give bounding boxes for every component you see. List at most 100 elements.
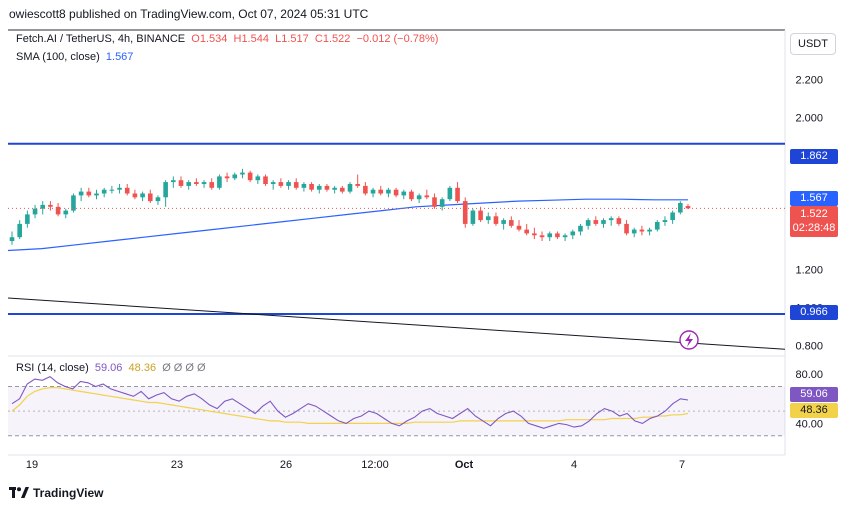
- candle-body: [178, 180, 184, 186]
- candle-body: [255, 176, 261, 181]
- candle: [601, 218, 606, 228]
- candle: [209, 178, 215, 190]
- candle-body: [485, 216, 491, 221]
- candle-body: [132, 193, 138, 198]
- candle-body: [455, 187, 460, 202]
- candle: [670, 210, 675, 224]
- trendline: [7, 297, 786, 350]
- candle: [485, 212, 491, 224]
- rsi-band-fill: [8, 386, 785, 436]
- candle-body: [685, 206, 691, 209]
- candle: [608, 216, 614, 226]
- candle-body: [432, 197, 437, 207]
- candle: [48, 201, 53, 211]
- candle: [455, 182, 460, 203]
- candle: [578, 223, 583, 236]
- low-value: L1.517: [275, 33, 309, 45]
- candle-body: [124, 187, 130, 194]
- candle-body: [678, 203, 683, 213]
- sma-legend-value: 1.567: [105, 51, 134, 63]
- level-low-badge: 0.966: [790, 305, 838, 320]
- candle: [662, 216, 668, 226]
- candle: [562, 233, 568, 241]
- candle-body: [9, 237, 15, 241]
- candle: [171, 176, 176, 188]
- tradingview-logo-icon: [9, 487, 29, 498]
- time-tick-label: 12:00: [361, 459, 389, 471]
- candle-body: [509, 220, 514, 226]
- candle-body: [670, 212, 675, 221]
- publish-line: owiescott8 published on TradingView.com,…: [9, 7, 369, 21]
- candle-body: [278, 182, 284, 186]
- candle-body: [393, 189, 399, 196]
- symbol-name[interactable]: Fetch.AI / TetherUS, 4h, BINANCE: [16, 33, 186, 45]
- candle: [570, 229, 576, 240]
- candle-body: [647, 229, 652, 232]
- sma-badge: 1.567: [790, 191, 838, 206]
- candle-body: [247, 172, 253, 181]
- candle-body: [593, 220, 599, 224]
- lightning-icon[interactable]: [679, 330, 699, 350]
- candle-body: [240, 172, 245, 175]
- rsi-legend-extra: Ø Ø Ø Ø: [162, 362, 206, 374]
- time-tick-label: 4: [571, 459, 577, 471]
- candle-body: [401, 191, 407, 196]
- candle-body: [55, 206, 61, 215]
- candle: [101, 187, 107, 198]
- candle-body: [470, 210, 476, 224]
- candle: [324, 184, 330, 192]
- candle-body: [409, 191, 414, 200]
- candle-body: [332, 187, 337, 190]
- candle: [309, 182, 314, 192]
- rsi-legend-label: RSI (14, close): [16, 362, 89, 374]
- grid: [8, 29, 786, 456]
- currency-button[interactable]: USDT: [790, 33, 836, 55]
- high-value: H1.544: [233, 33, 269, 45]
- candle: [71, 193, 76, 213]
- candle-body: [624, 223, 629, 234]
- candle-body: [155, 197, 161, 202]
- candle: [401, 189, 407, 200]
- candle-body: [71, 195, 76, 211]
- rsi-legend-value: 59.06: [94, 362, 123, 374]
- candle: [424, 189, 430, 200]
- candle-body: [324, 185, 330, 190]
- candle-body: [493, 216, 499, 224]
- candle-body: [662, 220, 668, 222]
- candle: [532, 227, 537, 240]
- candle: [624, 220, 629, 236]
- candle: [678, 201, 683, 215]
- candle-body: [48, 204, 53, 207]
- candle-body: [286, 182, 291, 186]
- candle-body: [585, 220, 591, 226]
- candle-body: [447, 187, 453, 200]
- rsi-tick-label: 40.00: [795, 418, 823, 430]
- candle: [447, 185, 453, 202]
- candle-body: [363, 185, 368, 194]
- candle: [639, 225, 645, 236]
- candle: [462, 197, 468, 228]
- candle: [340, 185, 345, 194]
- tradingview-footer[interactable]: TradingView: [9, 486, 103, 500]
- candle: [9, 231, 15, 245]
- last-price-badge: 1.522 02:28:48: [790, 206, 838, 237]
- candle: [86, 187, 92, 198]
- open-value: O1.534: [191, 33, 228, 45]
- footer-brand: TradingView: [33, 486, 104, 500]
- candle: [247, 170, 253, 183]
- candle-body: [63, 210, 69, 215]
- sma-legend[interactable]: SMA (100, close) 1.567: [16, 51, 133, 63]
- candle: [301, 182, 307, 192]
- candle: [378, 185, 384, 196]
- sma-legend-label: SMA (100, close): [16, 51, 100, 63]
- time-tick-label: Oct: [455, 459, 474, 471]
- candle: [555, 231, 560, 240]
- candle-body: [301, 184, 307, 188]
- candle: [432, 193, 437, 209]
- price-tick-label: 2.000: [795, 113, 823, 125]
- candle-body: [17, 223, 22, 238]
- rsi-legend[interactable]: RSI (14, close) 59.06 48.36 Ø Ø Ø Ø: [16, 362, 206, 374]
- candle: [155, 195, 161, 205]
